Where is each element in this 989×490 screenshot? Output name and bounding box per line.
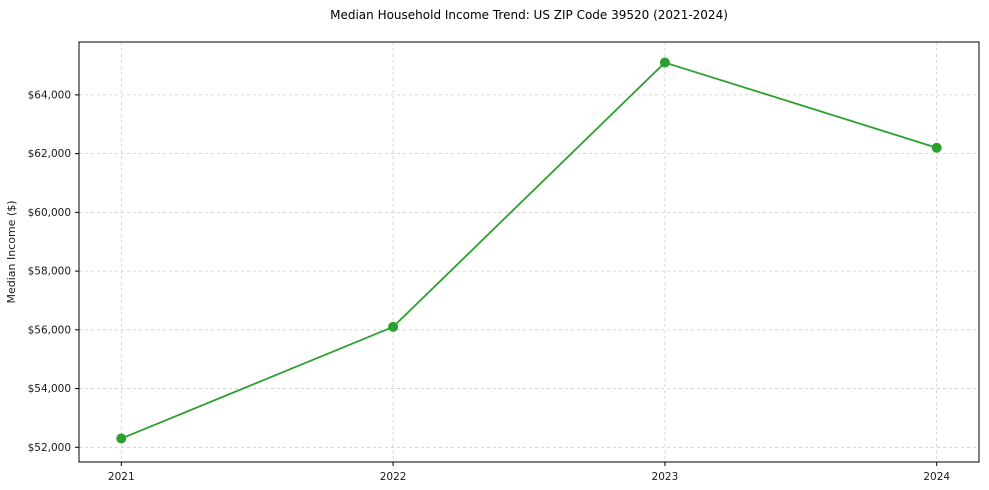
data-point: [388, 321, 399, 332]
y-tick-label: $52,000: [28, 442, 71, 454]
x-tick-label: 2024: [923, 471, 950, 483]
y-tick-label: $56,000: [28, 324, 71, 336]
y-tick-label: $58,000: [28, 266, 71, 278]
x-tick-label: 2021: [108, 471, 135, 483]
chart-title: Median Household Income Trend: US ZIP Co…: [330, 8, 728, 22]
data-point: [931, 142, 942, 153]
y-axis-label: Median Income ($): [5, 200, 18, 303]
x-tick-label: 2023: [652, 471, 679, 483]
data-point: [116, 433, 127, 444]
trend-line: [120, 61, 938, 440]
data-point: [659, 57, 670, 68]
y-tick-label: $60,000: [28, 207, 71, 219]
y-tick-label: $62,000: [28, 148, 71, 160]
y-tick-label: $54,000: [28, 383, 71, 395]
plot-border: [78, 41, 980, 463]
x-tick-label: 2022: [380, 471, 407, 483]
y-tick-label: $64,000: [28, 89, 71, 101]
